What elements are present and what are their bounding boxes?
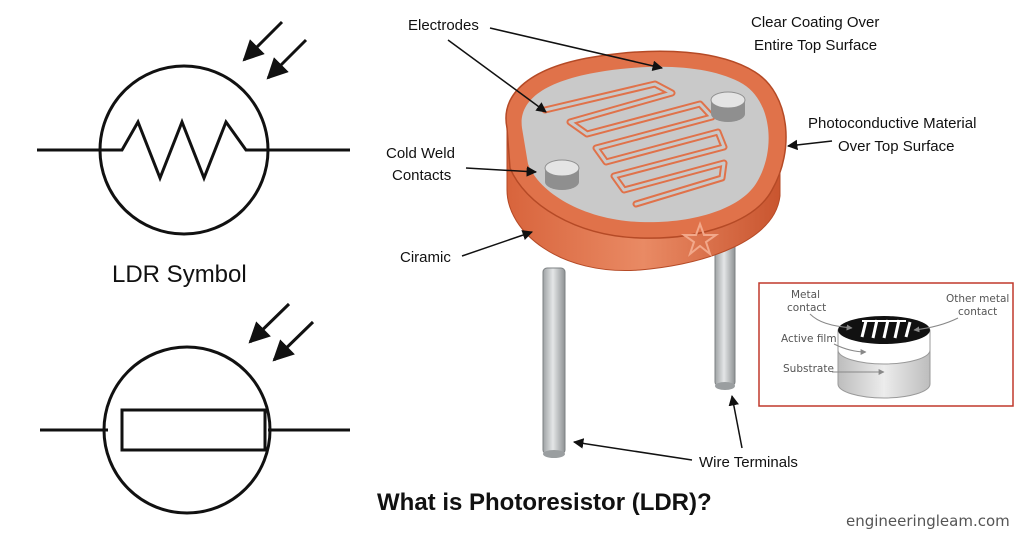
- inset-label-other-metal-1: Other metal: [946, 293, 1009, 305]
- watermark: engineeringleam.com: [846, 512, 1010, 530]
- label-electrodes: Electrodes: [408, 17, 479, 34]
- label-clear-coating-2: Entire Top Surface: [754, 37, 877, 54]
- ldr-symbol-rectangle: [40, 302, 350, 515]
- inset-label-other-metal-2: contact: [958, 306, 997, 318]
- light-arrows-icon: [242, 20, 308, 80]
- symbol-caption: LDR Symbol: [112, 261, 247, 288]
- light-arrows-icon: [248, 302, 315, 362]
- inset-structure-diagram: [758, 282, 1014, 407]
- label-photoconductive-2: Over Top Surface: [838, 138, 954, 155]
- cold-weld-contact: [544, 159, 580, 190]
- inset-label-substrate: Substrate: [783, 363, 834, 375]
- cold-weld-contact: [710, 91, 746, 122]
- label-photoconductive-1: Photoconductive Material: [808, 115, 976, 132]
- inset-label-metal-2: contact: [787, 302, 826, 314]
- inset-label-active-film: Active film: [781, 333, 837, 345]
- ldr-symbol-zigzag: [37, 20, 350, 236]
- label-cold-weld-2: Contacts: [392, 167, 451, 184]
- page-title: What is Photoresistor (LDR)?: [377, 489, 712, 516]
- label-ciramic: Ciramic: [400, 249, 451, 266]
- inset-label-metal-1: Metal: [791, 289, 820, 301]
- label-cold-weld-1: Cold Weld: [386, 145, 455, 162]
- label-wire-terminals: Wire Terminals: [699, 454, 798, 471]
- label-clear-coating-1: Clear Coating Over: [751, 14, 879, 31]
- photoresistor-illustration: [505, 50, 787, 458]
- star-icon: [680, 221, 720, 257]
